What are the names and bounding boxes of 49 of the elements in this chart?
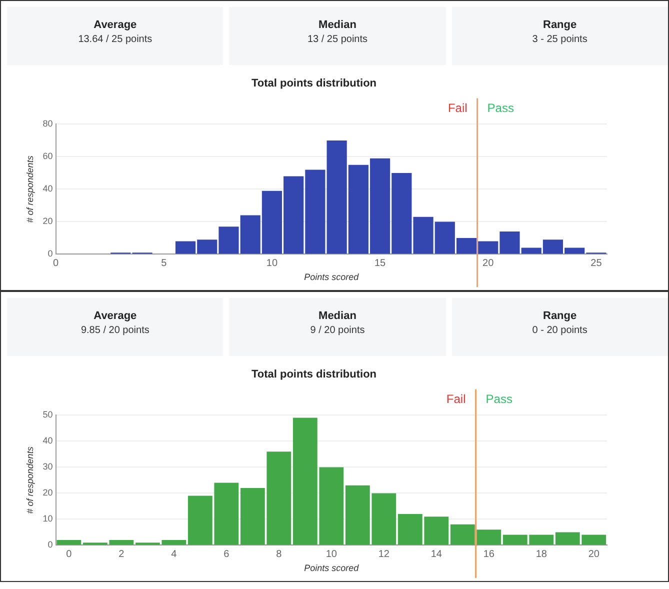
x-tick-label: 10 xyxy=(326,548,338,560)
x-tick-label: 4 xyxy=(171,548,178,560)
x-tick-label: 14 xyxy=(430,548,442,560)
y-axis-title: # of respondents xyxy=(24,446,35,514)
text: Average xyxy=(92,19,138,31)
text: Pass xyxy=(486,392,512,406)
text: Range xyxy=(542,19,578,31)
x-tick-label: 10 xyxy=(266,258,278,269)
x-tick-label: 20 xyxy=(482,258,494,269)
chart-title: Total points distribution xyxy=(251,78,377,90)
text: 9.85 / 20 points xyxy=(80,325,150,336)
x-tick-label: 6 xyxy=(224,548,230,560)
y-tick-label: 20 xyxy=(42,488,53,498)
y-tick-label: 20 xyxy=(42,216,53,226)
x-tick-label: 2 xyxy=(118,548,125,560)
x-tick-label: 0 xyxy=(66,548,72,560)
y-tick-label: 40 xyxy=(42,436,53,446)
text: 13 / 25 points xyxy=(307,34,368,45)
x-axis-title: Points scored xyxy=(304,563,360,574)
x-tick-label: 18 xyxy=(536,548,548,560)
text: Pass xyxy=(487,101,514,116)
text: 13.64 / 25 points xyxy=(78,34,152,45)
text: Average xyxy=(92,310,138,322)
chart-title: Total points distribution xyxy=(251,368,377,381)
y-axis-title: # of respondents xyxy=(24,155,35,223)
text: Median xyxy=(318,310,358,322)
y-tick-label: 60 xyxy=(42,151,53,162)
x-tick-label: 8 xyxy=(276,548,282,560)
y-tick-label: 80 xyxy=(42,118,53,129)
y-tick-label: 30 xyxy=(42,462,53,472)
x-tick-label: 16 xyxy=(483,548,495,560)
text: Median xyxy=(318,19,358,31)
text: Fail xyxy=(446,392,466,406)
text: Fail xyxy=(448,101,468,116)
text: 3 - 25 points xyxy=(532,34,588,45)
x-tick-label: 25 xyxy=(590,258,602,269)
y-tick-label: 0 xyxy=(48,248,53,259)
y-tick-label: 10 xyxy=(42,514,53,524)
y-tick-label: 40 xyxy=(42,184,53,194)
x-tick-label: 20 xyxy=(588,548,600,560)
text: 0 - 20 points xyxy=(532,325,588,336)
text: 9 / 20 points xyxy=(310,325,365,336)
x-tick-label: 15 xyxy=(374,258,386,269)
x-tick-label: 5 xyxy=(161,258,168,269)
x-tick-label: 12 xyxy=(378,548,390,560)
y-tick-label: 0 xyxy=(48,540,53,550)
text: Range xyxy=(542,310,578,322)
y-tick-label: 50 xyxy=(42,410,53,420)
x-axis-title: Points scored xyxy=(304,272,360,282)
